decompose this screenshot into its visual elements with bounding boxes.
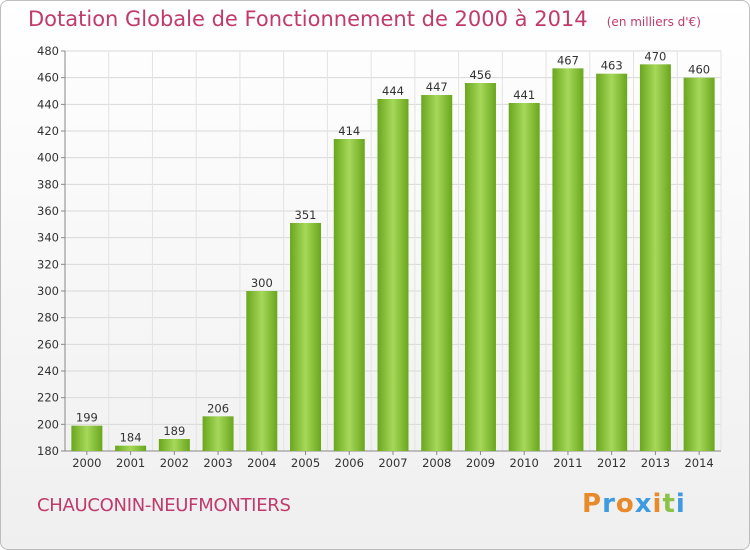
x-tick-label: 2003 — [203, 456, 232, 470]
x-tick-label: 2002 — [160, 456, 189, 470]
y-tick-label: 400 — [37, 151, 59, 165]
x-tick-label: 2010 — [510, 456, 539, 470]
bar — [377, 99, 409, 451]
bar — [290, 223, 322, 451]
data-label: 189 — [163, 424, 185, 438]
title-row: Dotation Globale de Fonctionnement de 20… — [28, 7, 701, 31]
logo-letter: i — [652, 489, 663, 519]
y-tick-label: 200 — [37, 417, 59, 431]
data-label: 414 — [338, 124, 360, 138]
y-tick-label: 420 — [37, 124, 59, 138]
data-label: 460 — [688, 63, 710, 77]
x-tick-label: 2005 — [291, 456, 320, 470]
x-tick-label: 2006 — [335, 456, 364, 470]
logo-letter: o — [615, 489, 635, 519]
logo-letter: x — [634, 489, 653, 519]
x-tick-label: 2004 — [247, 456, 276, 470]
bars — [71, 64, 715, 452]
y-tick-label: 360 — [37, 204, 59, 218]
y-tick-label: 380 — [37, 177, 59, 191]
x-tick-label: 2009 — [466, 456, 495, 470]
bar — [115, 445, 147, 451]
bar — [158, 439, 190, 451]
chart-title: Dotation Globale de Fonctionnement de 20… — [28, 7, 588, 31]
data-label: 351 — [295, 208, 317, 222]
data-label: 184 — [120, 431, 142, 445]
bar — [421, 95, 453, 451]
bar — [464, 83, 496, 451]
y-tick-label: 300 — [37, 284, 59, 298]
data-label: 463 — [601, 59, 623, 73]
x-tick-label: 2001 — [116, 456, 145, 470]
logo-letter: t — [662, 489, 676, 519]
y-tick-label: 340 — [37, 231, 59, 245]
data-label: 206 — [207, 401, 229, 415]
x-tick-label: 2000 — [72, 456, 101, 470]
x-tick-label: 2013 — [641, 456, 670, 470]
data-label: 470 — [644, 49, 666, 63]
y-tick-label: 460 — [37, 71, 59, 85]
bar — [508, 103, 540, 451]
proxiti-logo: Proxiti — [582, 489, 686, 519]
data-label: 447 — [426, 80, 448, 94]
x-tick-label: 2011 — [553, 456, 582, 470]
bar — [639, 64, 671, 452]
data-label: 199 — [76, 411, 98, 425]
x-tick-label: 2008 — [422, 456, 451, 470]
logo-letter: P — [582, 489, 603, 519]
y-tick-label: 280 — [37, 311, 59, 325]
y-tick-label: 240 — [37, 364, 59, 378]
data-label: 444 — [382, 84, 404, 98]
x-tick-label: 2012 — [597, 456, 626, 470]
y-tick-label: 180 — [37, 444, 59, 458]
y-tick-label: 220 — [37, 391, 59, 405]
y-tick-label: 320 — [37, 257, 59, 271]
bar — [552, 68, 584, 451]
labels: 180 200 220 240 260 280 300 320 340 360 380 400 420 4… — [37, 44, 714, 470]
x-tick-label: 2014 — [684, 456, 713, 470]
logo-letter: r — [602, 489, 616, 519]
bar — [683, 77, 715, 452]
commune-name: CHAUCONIN-NEUFMONTIERS — [37, 495, 291, 516]
chart-subtitle: (en milliers d'€) — [606, 15, 701, 29]
x-tick-label: 2007 — [378, 456, 407, 470]
bar — [246, 291, 278, 451]
y-tick-label: 480 — [37, 44, 59, 58]
y-tick-label: 260 — [37, 337, 59, 351]
bar — [333, 139, 365, 451]
logo-letter: i — [675, 489, 686, 519]
data-label: 441 — [513, 88, 535, 102]
data-label: 456 — [469, 68, 491, 82]
bar — [202, 416, 234, 451]
data-label: 300 — [251, 276, 273, 290]
bar — [71, 425, 103, 451]
y-tick-label: 440 — [37, 97, 59, 111]
bar — [596, 73, 628, 452]
data-label: 467 — [557, 53, 579, 67]
